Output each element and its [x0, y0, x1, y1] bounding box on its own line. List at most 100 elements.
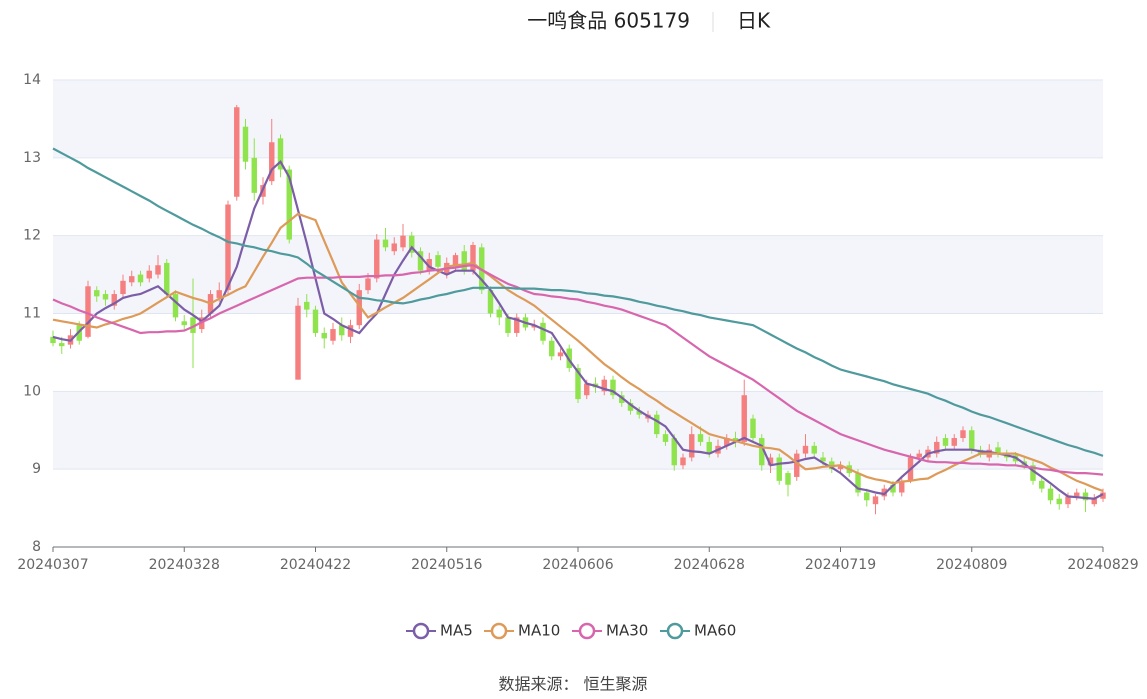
candle-body	[470, 245, 476, 271]
candle-body	[767, 457, 774, 466]
candle-body	[951, 438, 957, 446]
legend-swatch	[412, 622, 430, 640]
candle-body	[409, 235, 415, 253]
candle-body	[776, 457, 782, 481]
candle-body	[557, 352, 564, 357]
x-tick-label: 20240516	[411, 557, 482, 573]
candle-body	[216, 290, 222, 298]
candle-body	[426, 259, 432, 271]
candle-body	[785, 473, 791, 485]
candle-body	[155, 265, 161, 275]
candle-body	[855, 473, 861, 493]
candle-body	[584, 383, 590, 396]
candle-body	[794, 453, 800, 477]
legend-item[interactable]: MA60	[660, 622, 736, 640]
candle-body	[514, 317, 520, 333]
candle-body	[899, 480, 905, 493]
candle-body	[1030, 465, 1036, 481]
legend-swatch	[666, 622, 684, 640]
candle-body	[59, 343, 65, 347]
y-tick-label: 8	[32, 539, 41, 555]
candle-body	[277, 138, 284, 170]
candle-body	[365, 278, 371, 291]
candle-body	[85, 286, 91, 337]
legend-label: MA10	[518, 622, 560, 640]
candle-body	[549, 340, 555, 357]
candle-body	[339, 325, 345, 336]
legend-item[interactable]: MA30	[572, 622, 648, 640]
candle-body	[321, 332, 327, 339]
candle-body	[496, 309, 502, 318]
ma-line	[52, 159, 1104, 500]
plot-band	[53, 80, 1103, 158]
candle-body	[636, 410, 642, 415]
candle-body	[382, 239, 389, 248]
y-tick-label: 10	[23, 383, 41, 399]
candle-body	[969, 430, 975, 450]
candle-body	[741, 395, 747, 442]
x-tick-label: 20240307	[17, 557, 88, 573]
source-note: 数据来源： 恒生聚源	[498, 675, 647, 694]
y-tick-label: 12	[23, 228, 41, 244]
candle-body	[540, 322, 546, 341]
candle-body	[487, 290, 494, 314]
candle-body	[680, 457, 686, 466]
candle-body	[461, 251, 467, 271]
candle-body	[995, 447, 1001, 454]
candle-body	[164, 262, 170, 295]
candle-body	[190, 317, 196, 333]
candle-body	[697, 434, 704, 442]
ma-line	[52, 147, 1104, 457]
candle-body	[304, 301, 310, 310]
candle-body	[820, 457, 826, 462]
candle-body	[435, 255, 441, 267]
candle-body	[724, 438, 730, 446]
legend-item[interactable]: MA5	[406, 622, 473, 640]
candle-body	[374, 239, 380, 279]
candle-body	[269, 142, 275, 182]
candle-body	[295, 305, 301, 380]
candle-body	[1065, 496, 1071, 505]
x-tick-label: 20240809	[936, 557, 1007, 573]
candle-body	[50, 336, 56, 344]
candle-body	[400, 235, 406, 248]
candle-body	[225, 204, 231, 291]
x-tick-label: 20240606	[542, 557, 613, 573]
candle-body	[452, 255, 459, 267]
candle-body	[934, 441, 940, 454]
candle-body	[111, 294, 117, 306]
candle-body	[146, 270, 152, 279]
candle-body	[1056, 498, 1062, 505]
legend-item[interactable]: MA10	[484, 622, 560, 640]
ma-line	[52, 212, 1104, 493]
candle-body	[575, 367, 581, 400]
candle-body	[610, 379, 616, 396]
candle-body	[942, 438, 949, 446]
candle-body	[689, 434, 695, 458]
candle-body	[890, 484, 896, 493]
candle-body	[129, 276, 135, 283]
legend-label: MA5	[440, 622, 473, 640]
candle-body	[662, 434, 669, 442]
candle-body	[417, 251, 424, 271]
y-tick-label: 9	[32, 461, 41, 477]
candle-body	[1100, 492, 1106, 499]
candle-body	[286, 169, 292, 240]
candle-body	[120, 280, 126, 295]
candle-body	[102, 294, 109, 300]
candle-body	[916, 453, 922, 458]
candle-body	[750, 418, 756, 439]
y-tick-label: 14	[23, 72, 41, 88]
candle-body	[872, 496, 879, 505]
candle-body	[347, 325, 354, 337]
y-tick-label: 13	[23, 150, 41, 166]
y-tick-label: 11	[23, 306, 41, 322]
candle-body	[94, 290, 100, 297]
x-tick-label: 20240422	[280, 557, 351, 573]
candle-body	[137, 274, 144, 283]
legend-swatch	[578, 622, 596, 640]
candle-body	[802, 445, 809, 454]
candle-body	[181, 321, 187, 326]
candle-body	[330, 329, 336, 341]
